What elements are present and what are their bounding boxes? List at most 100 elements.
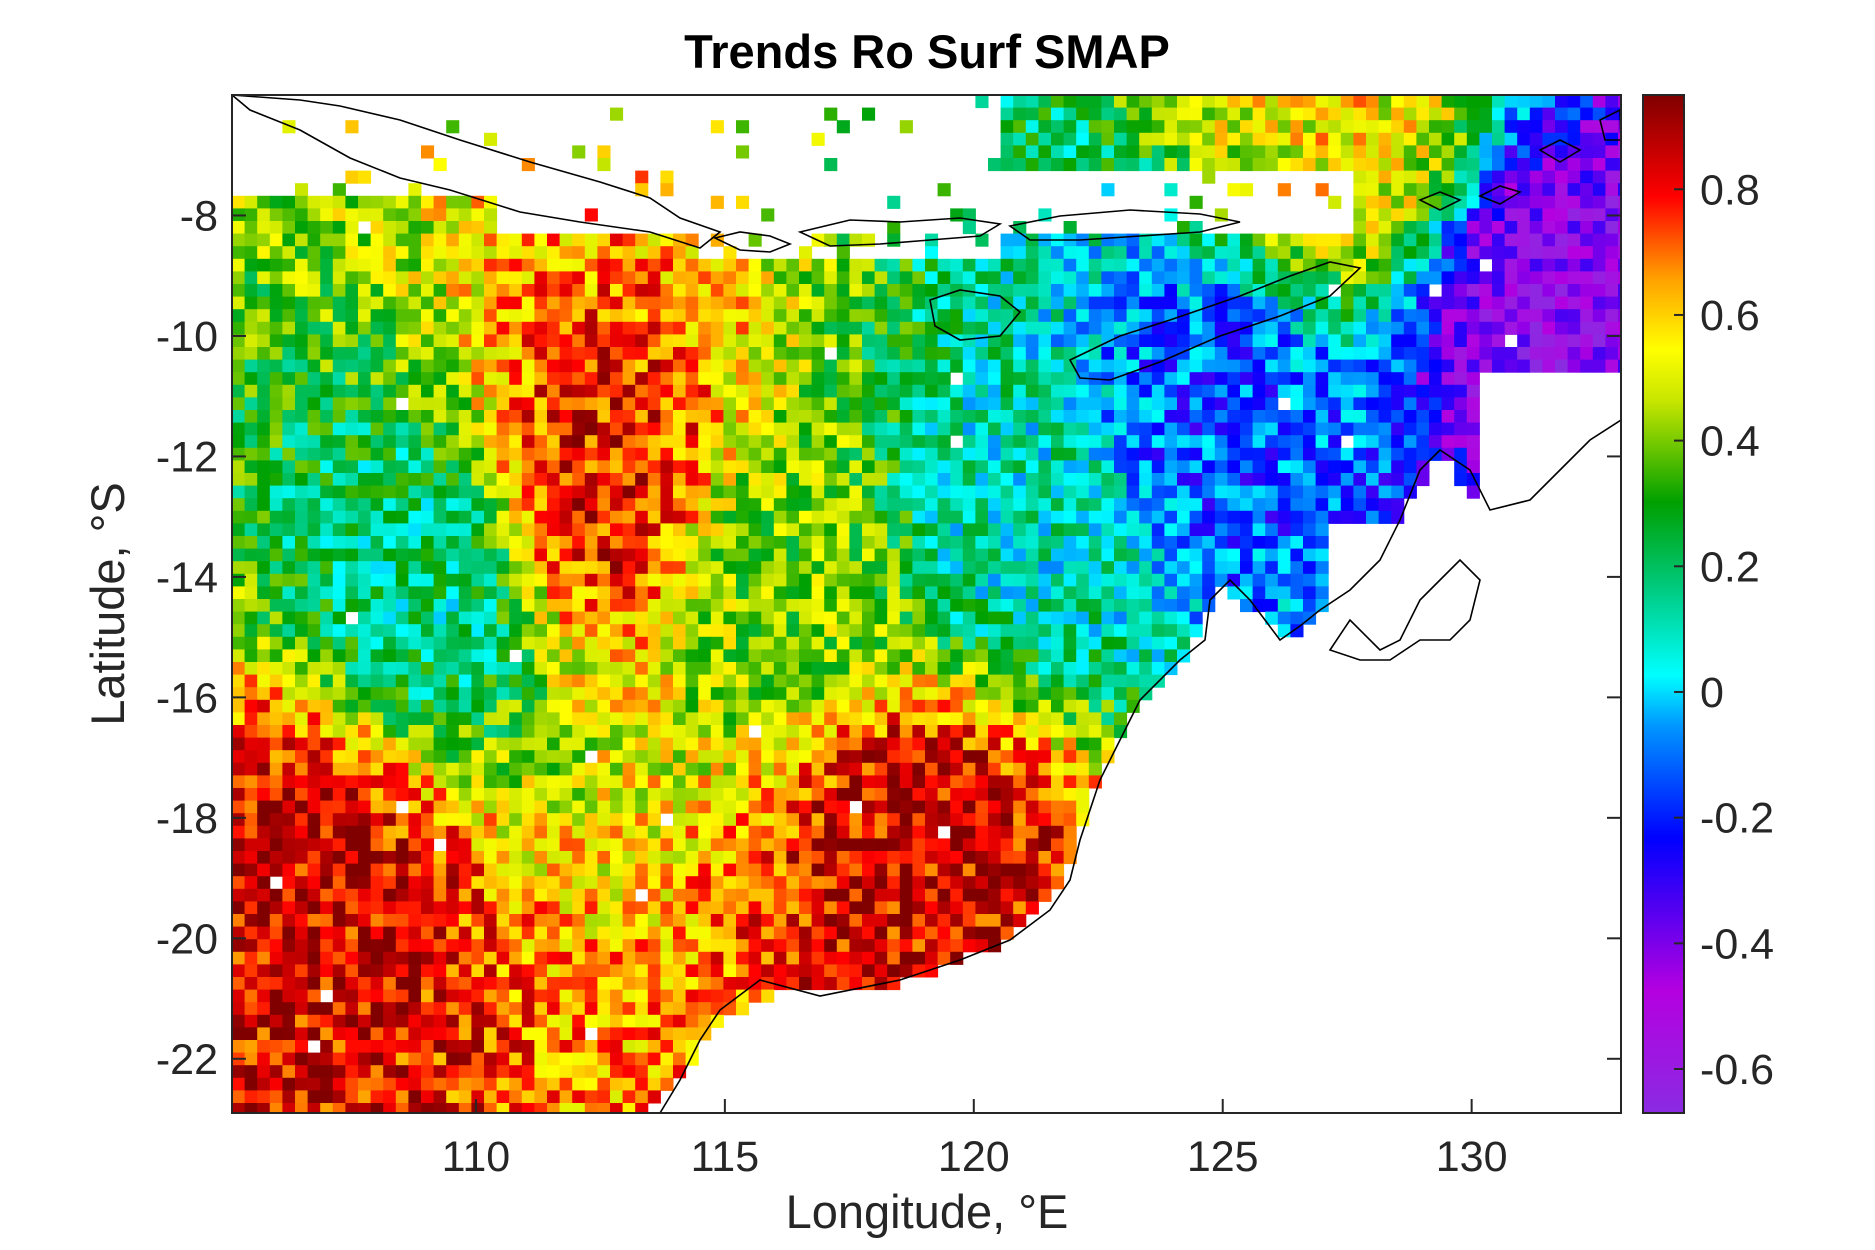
heatmap-cell xyxy=(912,788,926,802)
heatmap-cell xyxy=(1139,284,1153,298)
heatmap-cell xyxy=(433,359,447,373)
heatmap-cell xyxy=(433,334,447,348)
heatmap-cell xyxy=(1366,284,1380,298)
heatmap-cell xyxy=(1000,536,1014,550)
heatmap-cell xyxy=(433,725,447,739)
heatmap-cell xyxy=(610,473,624,487)
heatmap-cell xyxy=(1529,107,1543,121)
heatmap-cell xyxy=(244,876,258,890)
heatmap-cell xyxy=(358,372,372,386)
heatmap-cell xyxy=(584,624,598,638)
heatmap-cell xyxy=(786,523,800,537)
heatmap-cell xyxy=(988,712,1002,726)
heatmap-cell xyxy=(269,762,283,776)
heatmap-cell xyxy=(1303,233,1317,247)
heatmap-cell xyxy=(1088,460,1102,474)
heatmap-cell xyxy=(534,662,548,676)
heatmap-cell xyxy=(660,561,674,575)
heatmap-cell xyxy=(1366,435,1380,449)
heatmap-cell xyxy=(925,586,939,600)
heatmap-cell xyxy=(458,636,472,650)
heatmap-cell xyxy=(925,473,939,487)
heatmap-cell xyxy=(282,347,296,361)
heatmap-cell xyxy=(282,561,296,575)
heatmap-cell xyxy=(257,384,271,398)
heatmap-cell xyxy=(1479,132,1493,146)
heatmap-cell xyxy=(673,674,687,688)
heatmap-cell xyxy=(1214,397,1228,411)
heatmap-cell xyxy=(710,750,724,764)
heatmap-cell xyxy=(1403,271,1417,285)
heatmap-cell xyxy=(446,498,460,512)
heatmap-cell xyxy=(887,813,901,827)
heatmap-cell xyxy=(1416,246,1430,260)
heatmap-cell xyxy=(295,611,309,625)
heatmap-cell xyxy=(836,825,850,839)
heatmap-cell xyxy=(307,473,321,487)
heatmap-cell xyxy=(773,599,787,613)
heatmap-cell xyxy=(1441,435,1455,449)
heatmap-cell xyxy=(458,762,472,776)
heatmap-cell xyxy=(950,384,964,398)
heatmap-cell xyxy=(521,485,535,499)
heatmap-cell xyxy=(1151,573,1165,587)
heatmap-cell xyxy=(1517,271,1531,285)
heatmap-cell xyxy=(1315,309,1329,323)
heatmap-cell xyxy=(1088,296,1102,310)
heatmap-cell xyxy=(1240,523,1254,537)
heatmap-cell xyxy=(521,712,535,726)
heatmap-cell xyxy=(1076,460,1090,474)
heatmap-cell xyxy=(1164,296,1178,310)
heatmap-cell xyxy=(458,573,472,587)
heatmap-cell xyxy=(824,296,838,310)
heatmap-cell xyxy=(320,447,334,461)
heatmap-cell xyxy=(1063,107,1077,121)
heatmap-cell xyxy=(937,296,951,310)
heatmap-cell xyxy=(597,422,611,436)
heatmap-cell xyxy=(723,624,737,638)
heatmap-cell xyxy=(799,674,813,688)
heatmap-cell xyxy=(257,750,271,764)
heatmap-cell xyxy=(1038,825,1052,839)
heatmap-cell xyxy=(320,473,334,487)
heatmap-cell xyxy=(534,422,548,436)
heatmap-cell xyxy=(899,435,913,449)
heatmap-cell xyxy=(1353,284,1367,298)
heatmap-cell xyxy=(1101,662,1115,676)
heatmap-cell xyxy=(433,460,447,474)
heatmap-cell xyxy=(673,712,687,726)
heatmap-cell xyxy=(647,788,661,802)
heatmap-cell xyxy=(584,321,598,335)
heatmap-cell xyxy=(1126,372,1140,386)
heatmap-cell xyxy=(723,788,737,802)
heatmap-cell xyxy=(824,536,838,550)
heatmap-cell xyxy=(332,473,346,487)
heatmap-cell xyxy=(320,649,334,663)
heatmap-cell xyxy=(773,309,787,323)
heatmap-cell xyxy=(988,825,1002,839)
heatmap-cell xyxy=(1429,309,1443,323)
heatmap-cell xyxy=(849,825,863,839)
heatmap-cell xyxy=(383,825,397,839)
heatmap-cell xyxy=(1114,473,1128,487)
heatmap-cell xyxy=(358,359,372,373)
heatmap-cell xyxy=(1454,347,1468,361)
heatmap-cell xyxy=(1618,359,1621,373)
heatmap-cell xyxy=(748,258,762,272)
heatmap-cell xyxy=(471,712,485,726)
heatmap-cell xyxy=(925,687,939,701)
heatmap-cell xyxy=(748,410,762,424)
heatmap-cell xyxy=(559,573,573,587)
heatmap-cell xyxy=(1277,359,1291,373)
heatmap-cell xyxy=(1240,498,1254,512)
heatmap-cell xyxy=(1139,536,1153,550)
heatmap-cell xyxy=(887,725,901,739)
heatmap-cell xyxy=(1101,145,1115,159)
heatmap-cell xyxy=(1051,750,1065,764)
heatmap-cell xyxy=(799,725,813,739)
heatmap-cell xyxy=(1391,95,1405,109)
heatmap-cell xyxy=(446,863,460,877)
heatmap-cell xyxy=(647,586,661,600)
heatmap-cell xyxy=(269,284,283,298)
heatmap-cell xyxy=(1529,208,1543,222)
